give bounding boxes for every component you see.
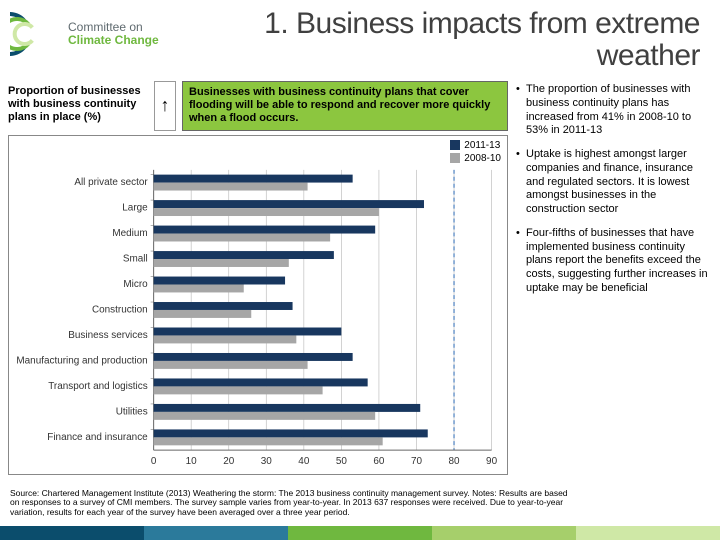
- bullet-list: The proportion of businesses with busine…: [516, 83, 712, 296]
- logo-text: Committee on Climate Change: [68, 21, 159, 47]
- logo-arcs-icon: [10, 8, 62, 60]
- svg-text:80: 80: [449, 456, 461, 467]
- logo: Committee on Climate Change: [10, 8, 190, 60]
- legend-item: 2011-13: [450, 140, 501, 151]
- content: Proportion of businesses with business c…: [0, 75, 720, 475]
- svg-text:70: 70: [411, 456, 423, 467]
- svg-text:Small: Small: [123, 253, 148, 264]
- right-column: The proportion of businesses with busine…: [516, 81, 712, 475]
- logo-line2: Climate Change: [68, 34, 159, 47]
- chart-legend: 2011-13 2008-10: [450, 140, 501, 166]
- svg-text:20: 20: [223, 456, 235, 467]
- svg-text:Large: Large: [122, 202, 148, 213]
- header: Committee on Climate Change 1. Business …: [0, 0, 720, 75]
- svg-text:Finance and insurance: Finance and insurance: [47, 432, 148, 443]
- top-row: Proportion of businesses with business c…: [8, 81, 508, 131]
- trend-arrow-icon: ↑: [154, 81, 176, 131]
- footer-bar: [0, 526, 720, 540]
- proportion-label: Proportion of businesses with business c…: [8, 81, 148, 131]
- chart-container: 2011-13 2008-10 0 10 20 30 40 50 60 70 80 90 All p…: [8, 135, 508, 475]
- legend-swatch-icon: [450, 153, 460, 163]
- svg-text:Micro: Micro: [123, 279, 148, 290]
- svg-text:Medium: Medium: [112, 228, 147, 239]
- callout-box: Businesses with business continuity plan…: [182, 81, 508, 131]
- svg-text:90: 90: [486, 456, 498, 467]
- bullet-item: The proportion of businesses with busine…: [516, 83, 712, 138]
- bullet-item: Four-fifths of businesses that have impl…: [516, 227, 712, 296]
- page-title: 1. Business impacts from extreme weather: [190, 8, 700, 71]
- svg-text:30: 30: [261, 456, 273, 467]
- svg-text:10: 10: [186, 456, 198, 467]
- svg-text:Utilities: Utilities: [116, 406, 148, 417]
- svg-text:Construction: Construction: [92, 304, 148, 315]
- svg-text:Manufacturing and production: Manufacturing and production: [16, 355, 147, 366]
- legend-label: 2008-10: [464, 153, 501, 164]
- svg-text:60: 60: [373, 456, 385, 467]
- legend-label: 2011-13: [464, 140, 500, 151]
- bullet-item: Uptake is highest amongst larger compani…: [516, 148, 712, 217]
- svg-text:All private sector: All private sector: [74, 177, 148, 188]
- svg-text:Transport and logistics: Transport and logistics: [48, 381, 147, 392]
- left-column: Proportion of businesses with business c…: [8, 81, 508, 475]
- svg-text:50: 50: [336, 456, 348, 467]
- svg-text:40: 40: [298, 456, 310, 467]
- svg-text:Business services: Business services: [68, 330, 147, 341]
- bar-chart: 0 10 20 30 40 50 60 70 80 90 All private sector Lar…: [13, 142, 503, 470]
- legend-item: 2008-10: [450, 153, 501, 164]
- source-note: Source: Chartered Management Institute (…: [10, 489, 570, 518]
- legend-swatch-icon: [450, 140, 460, 150]
- svg-text:0: 0: [151, 456, 157, 467]
